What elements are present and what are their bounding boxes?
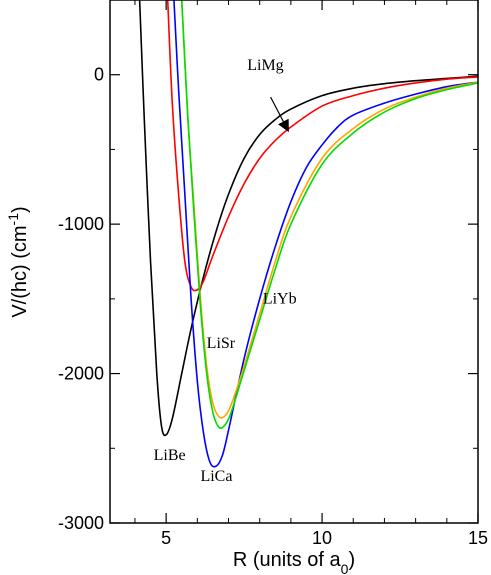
series-line-limg <box>166 0 478 292</box>
series-line-libe <box>138 0 478 437</box>
y-tick-label: 0 <box>94 65 104 85</box>
series-line-lisr <box>180 0 478 419</box>
series-line-liyb <box>180 0 478 429</box>
x-axis-title-end: ) <box>348 549 355 571</box>
x-tick-label: 10 <box>312 528 332 548</box>
y-axis-title: V/(hc) (cm-1) <box>5 206 31 317</box>
series-line-lica <box>173 0 478 468</box>
y-tick-label: -3000 <box>58 513 104 533</box>
y-axis-title-main: V/(hc) (cm <box>9 225 31 317</box>
limg-arrow <box>270 96 289 133</box>
y-axis-title-sup: -1 <box>5 213 21 226</box>
x-axis-title-main: R (units of a <box>233 549 342 571</box>
x-axis-title-sub: 0 <box>341 561 349 575</box>
label-liyb: LiYb <box>263 290 297 307</box>
plot-frame <box>109 0 479 524</box>
series-layer <box>138 0 478 468</box>
label-limg: LiMg <box>247 57 283 74</box>
x-axis-title: R (units of a0) <box>233 549 355 575</box>
y-tick-label: -2000 <box>58 364 104 384</box>
label-lisr: LiSr <box>207 335 236 352</box>
y-tick-label: -1000 <box>58 214 104 234</box>
x-tick-label: 15 <box>468 528 488 548</box>
ticks-layer: 5 10 15 0 -1000 -2000 -3000 <box>58 0 488 548</box>
label-libe: LiBe <box>154 447 186 464</box>
annotations-layer: LiBe LiCa LiSr LiYb LiMg <box>154 57 297 485</box>
y-axis-title-end: ) <box>9 206 31 213</box>
x-tick-label: 5 <box>161 528 171 548</box>
label-lica: LiCa <box>200 468 232 485</box>
